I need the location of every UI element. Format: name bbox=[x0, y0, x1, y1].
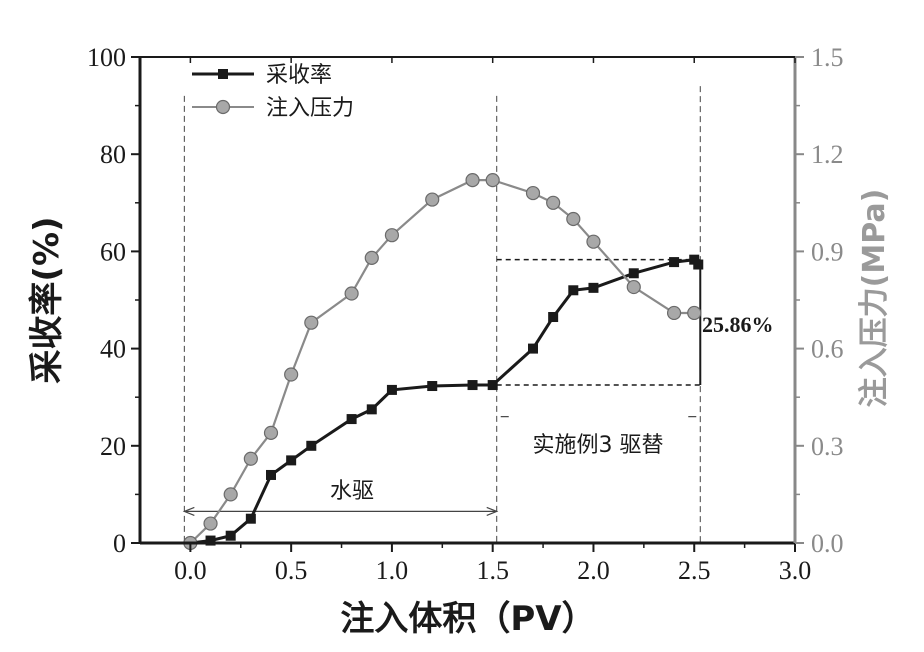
water-flood-label: 水驱 bbox=[330, 479, 374, 504]
y-right-tick-label-4: 1.2 bbox=[811, 140, 844, 169]
pressure-point-1 bbox=[204, 517, 217, 530]
legend-label-pressure: 注入压力 bbox=[266, 96, 354, 121]
y-right-tick-label-5: 1.5 bbox=[811, 43, 844, 72]
recovery-point-16 bbox=[588, 283, 598, 293]
y-left-tick-label-3: 60 bbox=[100, 237, 126, 266]
legend: 采收率 注入压力 bbox=[192, 63, 354, 121]
recovery-point-2 bbox=[226, 531, 236, 541]
pressure-point-14 bbox=[547, 196, 560, 209]
x-tick-label-2: 1.0 bbox=[376, 556, 409, 585]
x-axis-title: 注入体积（PV） bbox=[340, 599, 595, 639]
recovery-point-17 bbox=[629, 268, 639, 278]
pressure-point-11 bbox=[466, 174, 479, 187]
y-axis-title-left: 采收率(%) bbox=[27, 216, 67, 383]
y-right-tick-label-1: 0.3 bbox=[811, 432, 844, 461]
pressure-point-19 bbox=[688, 306, 701, 319]
axes bbox=[131, 57, 804, 552]
y-right-tick-label-3: 0.9 bbox=[811, 237, 844, 266]
pressure-point-16 bbox=[587, 235, 600, 248]
pressure-point-5 bbox=[285, 368, 298, 381]
recovery-point-15 bbox=[568, 285, 578, 295]
annotation-lines bbox=[184, 86, 700, 543]
pressure-point-9 bbox=[385, 229, 398, 242]
recovery-point-7 bbox=[347, 414, 357, 424]
x-tick-label-4: 2.0 bbox=[577, 556, 610, 585]
x-tick-label-0: 0.0 bbox=[174, 556, 207, 585]
series-line-0 bbox=[190, 260, 698, 543]
recovery-point-5 bbox=[286, 455, 296, 465]
pressure-point-15 bbox=[567, 213, 580, 226]
pressure-point-2 bbox=[224, 488, 237, 501]
recovery-point-10 bbox=[427, 381, 437, 391]
increase-label: 25.86% bbox=[702, 312, 774, 337]
recovery-point-18 bbox=[669, 257, 679, 267]
recovery-point-20 bbox=[693, 260, 703, 270]
x-tick-label-3: 1.5 bbox=[476, 556, 509, 585]
y-left-tick-label-5: 100 bbox=[87, 43, 126, 72]
chart: 0.0 0.5 1.0 1.5 2.0 2.5 3.0 0 20 40 60 80 100 0.0 0.3 0… bbox=[0, 0, 924, 652]
pressure-point-4 bbox=[265, 426, 278, 439]
y-right-tick-label-0: 0.0 bbox=[811, 529, 844, 558]
pressure-point-17 bbox=[627, 281, 640, 294]
y-left-tick-label-4: 80 bbox=[100, 140, 126, 169]
pressure-point-18 bbox=[668, 306, 681, 319]
y-left-tick-label-1: 20 bbox=[100, 432, 126, 461]
pressure-point-7 bbox=[345, 287, 358, 300]
series-layer bbox=[184, 174, 703, 550]
legend-marker-recovery bbox=[218, 69, 228, 79]
recovery-point-8 bbox=[367, 404, 377, 414]
example-flood-label: 实施例3 驱替 bbox=[533, 433, 664, 458]
recovery-point-9 bbox=[387, 385, 397, 395]
pressure-point-3 bbox=[244, 452, 257, 465]
x-tick-label-1: 0.5 bbox=[275, 556, 308, 585]
pressure-point-6 bbox=[305, 316, 318, 329]
legend-marker-pressure bbox=[217, 101, 230, 114]
recovery-point-11 bbox=[468, 380, 478, 390]
pressure-point-8 bbox=[365, 251, 378, 264]
y-axis-title-right: 注入压力(MPa) bbox=[857, 189, 892, 408]
y-left-tick-label-2: 40 bbox=[100, 335, 126, 364]
recovery-point-6 bbox=[306, 441, 316, 451]
recovery-point-14 bbox=[548, 312, 558, 322]
pressure-point-10 bbox=[426, 193, 439, 206]
legend-label-recovery: 采收率 bbox=[266, 63, 332, 88]
x-tick-label-6: 3.0 bbox=[779, 556, 812, 585]
y-left-tick-label-0: 0 bbox=[113, 529, 126, 558]
recovery-point-4 bbox=[266, 470, 276, 480]
x-tick-label-5: 2.5 bbox=[678, 556, 711, 585]
pressure-point-12 bbox=[486, 174, 499, 187]
pressure-point-13 bbox=[527, 187, 540, 200]
recovery-point-12 bbox=[488, 380, 498, 390]
recovery-point-3 bbox=[246, 514, 256, 524]
recovery-point-13 bbox=[528, 344, 538, 354]
y-right-tick-label-2: 0.6 bbox=[811, 335, 844, 364]
